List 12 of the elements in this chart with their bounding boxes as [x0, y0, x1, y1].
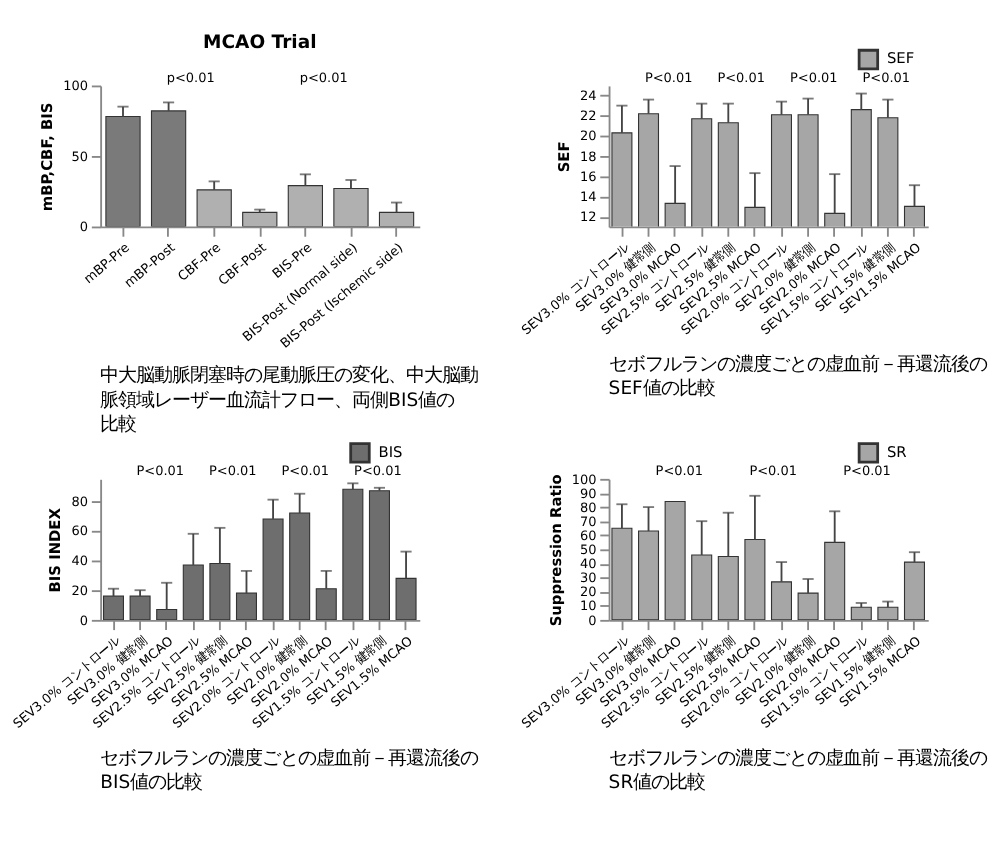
- y-axis-title: mBP,CBF, BIS: [38, 102, 57, 212]
- legend-label: SR: [886, 442, 907, 461]
- text: セボフルランの濃度ごとの虚血前－再還流後のSEF値の比較: [608, 354, 987, 401]
- legend-label: BIS: [378, 442, 404, 461]
- text: 中大脳動脈閉塞時の尾動脈圧の変化、中大脳動脈領域レーザー血流計フロー、両側BIS値の比較: [100, 365, 479, 436]
- y-axis-title: SEF: [554, 141, 573, 173]
- legend-label: SEF: [886, 49, 915, 68]
- y-axis-title: BIS INDEX: [46, 507, 65, 593]
- y-axis-title: Suppression Ratio: [546, 474, 565, 627]
- text: セボフルランの濃度ごとの虚血前－再還流後のBIS値の比較: [100, 747, 479, 794]
- text: セボフルランの濃度ごとの虚血前－再還流後のSR値の比較: [608, 747, 987, 794]
- chart-title: MCAO Trial: [203, 32, 317, 55]
